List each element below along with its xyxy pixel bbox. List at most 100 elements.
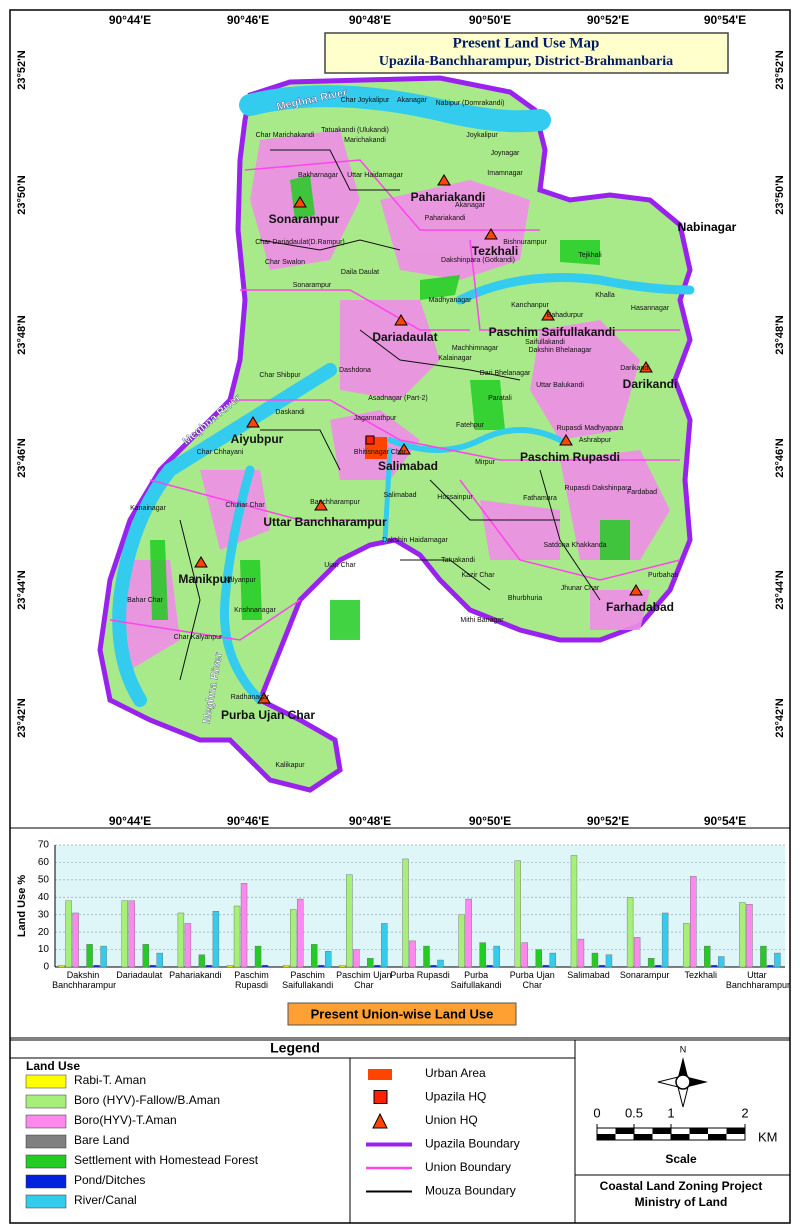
bar [65, 900, 72, 968]
y-tick-label: 20 [38, 927, 50, 938]
union-label: Sonarampur [269, 212, 340, 226]
mouza-label: Kalyanpur [224, 577, 256, 584]
bar [177, 912, 185, 968]
mouza-label: Char Joykalipur [341, 97, 390, 104]
chart-frame [9, 827, 791, 1039]
legend-swatch [25, 1154, 67, 1169]
longitude-label: 90°54'E [704, 814, 746, 828]
y-tick-label: 60 [38, 857, 50, 868]
scale-segment [634, 1134, 653, 1140]
mouza-label: Rupasdi Dakshinpara [565, 485, 632, 492]
longitude-label: 90°50'E [469, 814, 511, 828]
bar [711, 965, 718, 968]
north-arrow [657, 1057, 708, 1108]
latitude-label: 23°48'N [774, 315, 786, 354]
mouza-label: Akanagar [397, 97, 428, 104]
mouza-label: Char Swalon [265, 259, 305, 266]
bar [591, 952, 599, 968]
mouza-label: Akanagar [455, 202, 486, 209]
union-hq [394, 314, 408, 326]
bar [296, 898, 304, 968]
mouza-label: Kanchanpur [511, 302, 549, 309]
mouza-label: Daila Daulat [341, 269, 379, 276]
bar [367, 958, 374, 968]
legend-label: Upazila Boundary [425, 1137, 520, 1151]
bar [121, 900, 128, 968]
mouza-label: Bishnurampur [503, 239, 547, 246]
bar [233, 905, 241, 968]
mouza-label: Kazir Char [461, 572, 495, 579]
mouza-label: Darikandi [620, 365, 650, 372]
mouza-label: Bakharnagar [298, 172, 339, 179]
union-hq [629, 584, 643, 596]
bar [100, 945, 107, 968]
scale-box [574, 1039, 791, 1224]
mouza-label: Imamnagar [487, 170, 523, 177]
y-tick-label: 0 [43, 962, 49, 973]
mouza-label: Char Shibpur [259, 372, 301, 379]
scale-segment [615, 1128, 634, 1134]
mouza-label: Krishnanagar [234, 607, 276, 614]
latitude-label: 23°44'N [774, 570, 786, 609]
mouza-label: Rupasdi Madhyapara [557, 425, 624, 432]
bar [746, 904, 753, 968]
bar [661, 912, 669, 968]
x-tick-label: Dariadaulat [116, 970, 163, 980]
bar [149, 965, 156, 968]
bar [402, 858, 409, 968]
mouza-label: Marichakandi [344, 137, 386, 144]
bar [690, 876, 697, 968]
mouza-label: Ashrabpur [579, 437, 612, 444]
mouza-label: Fathamara [523, 495, 557, 502]
mouza-label: Khalla [595, 292, 615, 299]
union-label: Purba Ujan Char [221, 708, 315, 722]
bar [577, 938, 585, 968]
bar [549, 952, 557, 968]
bar [760, 945, 767, 968]
mouza-label: Bahar Char [127, 597, 163, 604]
bar [240, 883, 248, 968]
latitude-label: 23°42'N [16, 698, 28, 737]
mouza-label: Hossainpur [437, 494, 473, 501]
scale-segment [708, 1134, 727, 1140]
union-hq [437, 174, 451, 186]
scale-title: Scale [665, 1152, 697, 1166]
longitude-label: 90°44'E [109, 13, 151, 27]
latitude-label: 23°48'N [16, 315, 28, 354]
mouza-label: Jagannathpur [354, 415, 397, 422]
bar [774, 952, 781, 968]
credit: Coastal Land Zoning Project [600, 1179, 763, 1193]
bar [739, 902, 746, 968]
legend-swatch [25, 1134, 67, 1149]
mouza-label: Satdona Khakkanda [543, 542, 606, 549]
mouza-label: Fatehpur [456, 422, 485, 429]
mouza-label: Char Kalyanpur [174, 634, 223, 641]
y-tick-label: 10 [38, 944, 50, 955]
mouza-label: Uttar Balukandi [536, 382, 584, 389]
bar [226, 965, 234, 968]
scale-unit: KM [758, 1129, 778, 1144]
legend-symbol [368, 1069, 392, 1080]
x-tick-label: Purba Ujan Char [509, 970, 555, 990]
union-label: Tezkhali [472, 244, 518, 258]
mouza-label: Char Chhayani [197, 449, 244, 456]
union-label: Salimabad [378, 459, 438, 473]
bar [626, 897, 634, 968]
mouza-label: Saifullakandi [525, 339, 565, 346]
legend-swatch [25, 1094, 67, 1109]
mouza-label: Char Marichakandi [256, 132, 315, 139]
chart-title-box [287, 1002, 517, 1026]
plot-area [55, 845, 785, 967]
union-hq [257, 692, 271, 704]
union-label: Uttar Banchharampur [263, 515, 387, 529]
mouza-label: Ujan Char [324, 562, 356, 569]
mouza-label: Dakshinpara (Gotkandi) [441, 257, 515, 264]
legend-label: Union HQ [425, 1113, 478, 1127]
x-tick-label: Paschim Ujan Char [336, 970, 392, 990]
mouza-label: Dari Bhelanagar [480, 370, 531, 377]
union-hq [293, 196, 307, 208]
bar [346, 874, 353, 968]
union-label: Darikandi [623, 377, 678, 391]
y-axis-label: Land Use % [16, 875, 28, 938]
